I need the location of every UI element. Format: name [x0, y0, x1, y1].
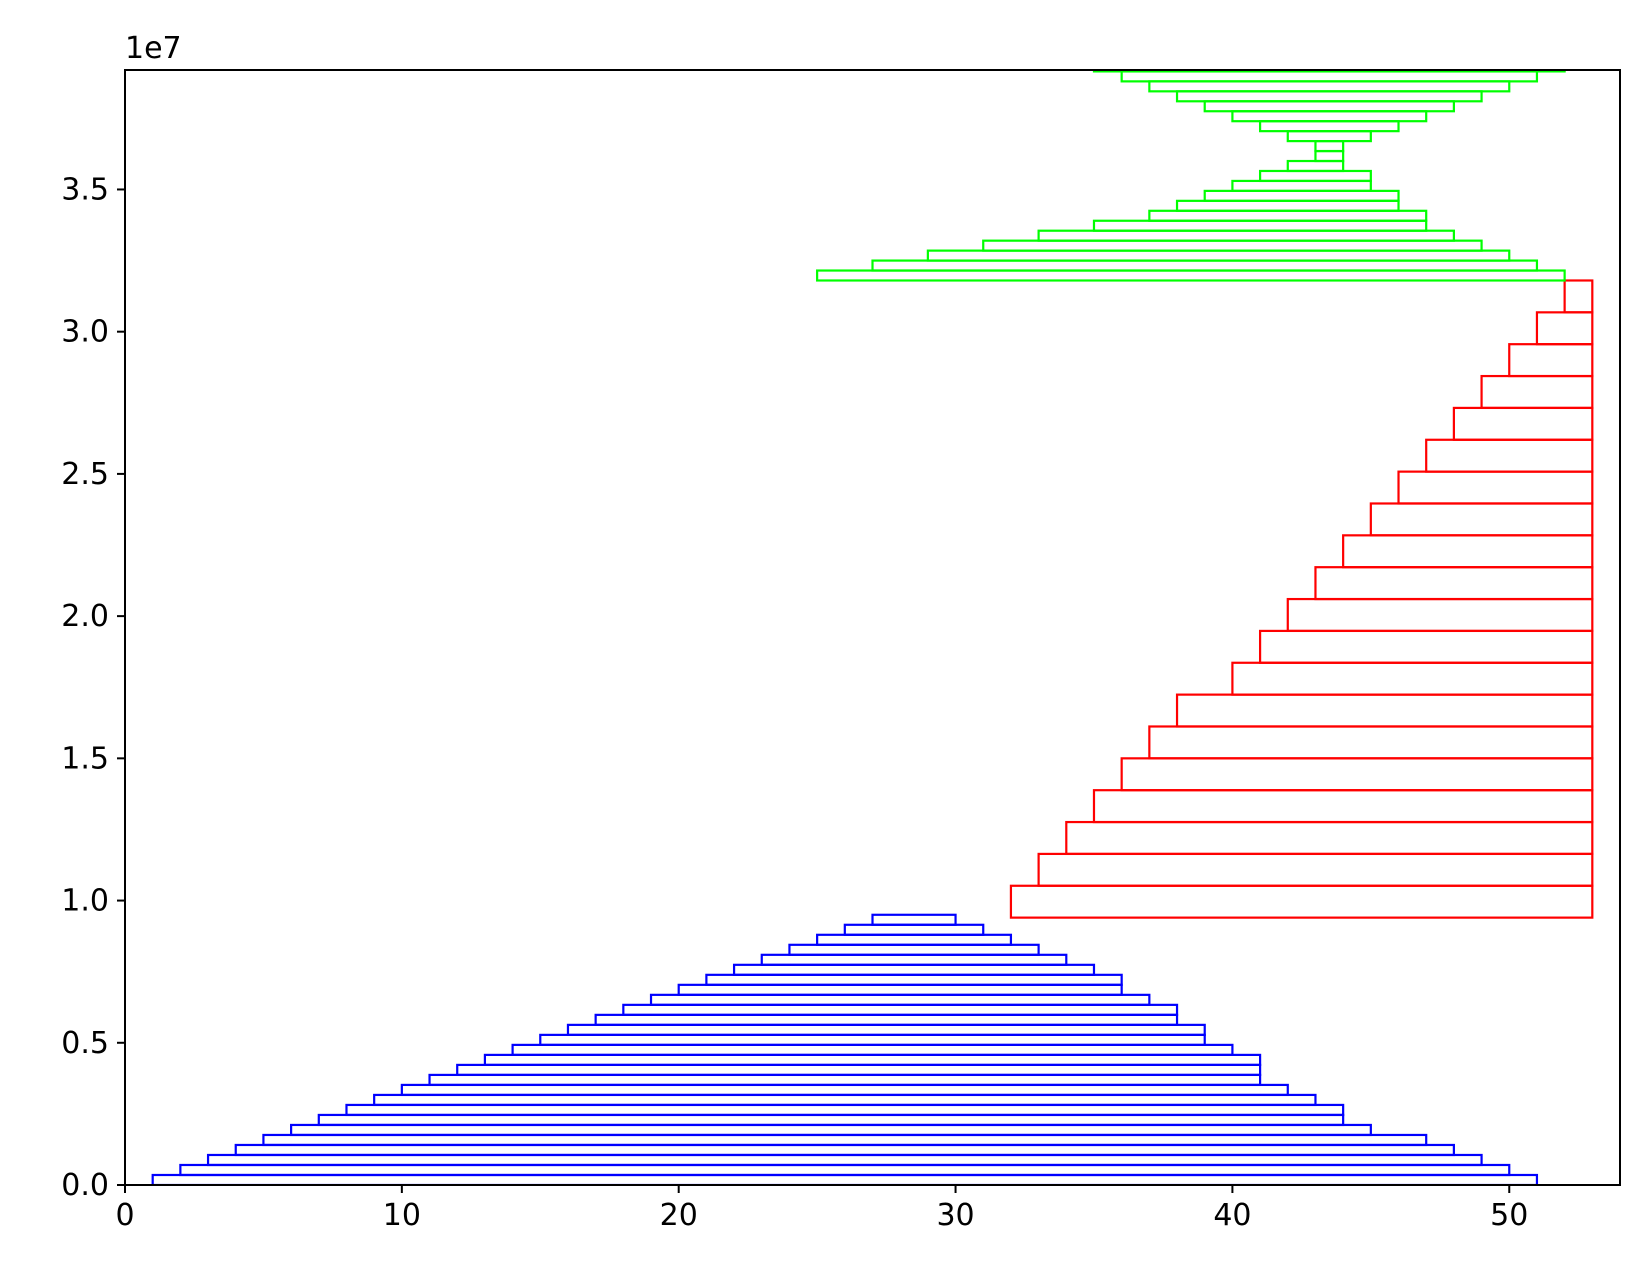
series-1-rect	[788, 943, 1040, 956]
x-axis: 0 10 20 30 40 50	[115, 1185, 1528, 1233]
series-1-rect	[539, 1033, 1206, 1046]
series-1-rect	[456, 1063, 1262, 1077]
series-1-rect	[483, 1053, 1262, 1067]
series-2-rect	[1231, 661, 1594, 696]
x-tick-label: 10	[383, 1198, 421, 1233]
series-2-rect	[1342, 534, 1594, 569]
y-tick-label: 3.0	[61, 315, 109, 350]
series-2-rect	[1397, 470, 1594, 505]
series-2-rect	[1314, 566, 1594, 601]
series-3-rect	[982, 239, 1483, 252]
series-1-rect	[400, 1083, 1289, 1097]
series-3-rect	[1231, 110, 1428, 123]
series-2-rect	[1286, 597, 1594, 633]
series-1-rect	[649, 993, 1151, 1006]
y-tick-label: 0.5	[61, 1026, 109, 1061]
series-2-rect	[1175, 693, 1594, 728]
series-1-rect	[511, 1043, 1234, 1056]
series-3-rect	[1148, 80, 1511, 93]
series-3-rect	[1092, 219, 1428, 232]
series-3-rect	[926, 249, 1511, 262]
series-1-rect	[262, 1133, 1428, 1147]
x-tick-label: 0	[115, 1198, 134, 1233]
series-2-rect	[1065, 820, 1594, 856]
series-3-rect	[1037, 229, 1455, 242]
series-1-rect	[760, 953, 1068, 966]
series-1-rect	[428, 1073, 1262, 1087]
series-2-rect	[1425, 438, 1594, 473]
x-tick-label: 30	[936, 1198, 974, 1233]
series-1-rect	[594, 1013, 1179, 1026]
y-offset-label: 1e7	[125, 31, 182, 66]
series-2-rect	[1563, 279, 1594, 314]
series-3-rect	[1286, 130, 1372, 143]
series-1-rect	[151, 1173, 1539, 1185]
series-2-rect	[1148, 725, 1594, 760]
x-tick-label: 20	[660, 1198, 698, 1233]
series-3-rect	[1203, 189, 1400, 202]
series-1-rect	[732, 963, 1096, 976]
series-3-rect	[1258, 169, 1372, 183]
series-2-rect	[1535, 311, 1594, 346]
axes-frame	[124, 69, 1621, 1186]
series-3-rect	[1258, 120, 1400, 133]
series-1-rect	[317, 1113, 1345, 1127]
series-1-rect	[677, 983, 1123, 996]
series-3	[816, 70, 1566, 282]
series-2	[1009, 279, 1594, 919]
series-1-rect	[622, 1003, 1179, 1016]
y-tick-label: 2.0	[61, 599, 109, 634]
series-3-rect	[816, 269, 1566, 282]
y-tick-label: 1.5	[61, 741, 109, 776]
series-2-rect	[1037, 852, 1594, 887]
y-axis: 0.0 0.5 1.0 1.5 2.0 2.5 3.0 3.5	[61, 172, 125, 1203]
series-2-rect	[1369, 502, 1594, 537]
series-3-rect	[1314, 140, 1345, 153]
series-2-rect	[1258, 629, 1594, 664]
y-tick-label: 3.5	[61, 172, 109, 207]
series-3-rect	[1092, 70, 1566, 73]
series-1-rect	[566, 1023, 1206, 1036]
series-3-rect	[1231, 179, 1372, 192]
series-layer	[151, 70, 1594, 1185]
series-3-rect	[871, 259, 1539, 272]
series-3-rect	[1120, 70, 1539, 83]
series-1-rect	[345, 1103, 1345, 1117]
series-1-rect	[705, 973, 1123, 986]
series-2-rect	[1508, 343, 1594, 378]
series-1	[151, 913, 1539, 1185]
series-1-rect	[843, 923, 985, 936]
series-2-rect	[1452, 406, 1594, 441]
series-2-rect	[1009, 884, 1594, 919]
series-1-rect	[234, 1143, 1455, 1157]
series-3-rect	[1286, 159, 1345, 173]
series-3-rect	[1148, 209, 1428, 222]
series-3-rect	[1314, 149, 1345, 163]
series-1-rect	[816, 933, 1013, 946]
y-tick-label: 1.0	[61, 884, 109, 919]
y-tick-label: 0.0	[61, 1168, 109, 1203]
series-3-rect	[1175, 199, 1400, 212]
series-3-rect	[1175, 90, 1483, 103]
x-tick-label: 50	[1490, 1198, 1528, 1233]
y-tick-label: 2.5	[61, 457, 109, 492]
series-2-rect	[1480, 374, 1594, 410]
series-1-rect	[179, 1163, 1511, 1177]
series-3-rect	[1203, 100, 1455, 113]
series-1-rect	[373, 1093, 1317, 1107]
series-1-rect	[290, 1123, 1372, 1137]
series-1-rect	[206, 1153, 1483, 1167]
series-2-rect	[1092, 789, 1594, 824]
x-tick-label: 40	[1213, 1198, 1251, 1233]
series-1-rect	[871, 913, 957, 926]
series-2-rect	[1120, 757, 1594, 792]
